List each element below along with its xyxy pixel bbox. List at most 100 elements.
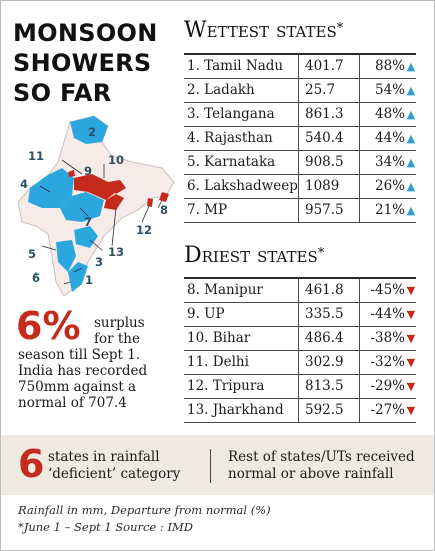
state-name: 11. Delhi bbox=[187, 354, 249, 370]
column-divider bbox=[298, 103, 299, 126]
deficient-count: 6 bbox=[18, 442, 45, 486]
map-label-7: 7 bbox=[84, 215, 92, 229]
column-divider bbox=[298, 175, 299, 198]
region-manipur bbox=[159, 192, 169, 202]
surplus-line: surplus bbox=[94, 315, 145, 331]
rainfall-value: 401.7 bbox=[305, 58, 344, 74]
state-name: 13. Jharkhand bbox=[187, 402, 284, 418]
region-delhi bbox=[68, 170, 75, 177]
departure-value: 26% bbox=[374, 178, 405, 194]
column-divider bbox=[298, 375, 299, 398]
region-karnataka bbox=[56, 240, 76, 272]
leader-line bbox=[63, 281, 71, 285]
table-row: 3. Telangana 861.3 48% ▲ bbox=[184, 103, 416, 127]
headline-line: SO FAR bbox=[13, 79, 112, 107]
rainfall-value: 813.5 bbox=[305, 378, 344, 394]
rainfall-value: 461.8 bbox=[305, 282, 344, 298]
column-divider bbox=[359, 351, 360, 374]
map-label-5: 5 bbox=[28, 247, 36, 261]
leader-line bbox=[89, 239, 103, 251]
arrow-up-icon: ▲ bbox=[406, 204, 416, 217]
rainfall-value: 1089 bbox=[305, 178, 340, 194]
surplus-line: 750mm against a bbox=[18, 379, 137, 395]
column-divider bbox=[298, 79, 299, 102]
wettest-title-text: Wettest states bbox=[184, 18, 337, 43]
region-telangana bbox=[74, 226, 98, 248]
column-divider bbox=[359, 279, 360, 302]
column-divider bbox=[298, 399, 299, 422]
region-jharkhand bbox=[104, 194, 124, 210]
arrow-up-icon: ▲ bbox=[406, 180, 416, 193]
deficient-description: states in rainfall ‘deficient’ category bbox=[48, 449, 181, 482]
map-label-11: 11 bbox=[28, 149, 44, 163]
leader-line bbox=[157, 199, 163, 209]
column-divider bbox=[359, 103, 360, 126]
rainfall-value: 302.9 bbox=[305, 354, 344, 370]
column-divider bbox=[298, 127, 299, 150]
column-divider bbox=[359, 175, 360, 198]
map-label-2: 2 bbox=[88, 125, 96, 139]
state-name: 3. Telangana bbox=[187, 106, 275, 122]
region-lakshadweep bbox=[34, 272, 38, 276]
region-tripura bbox=[147, 198, 153, 207]
rainfall-value: 486.4 bbox=[305, 330, 344, 346]
region-tamil-nadu bbox=[68, 262, 88, 292]
state-name: 5. Karnataka bbox=[187, 154, 276, 170]
rainfall-value: 908.5 bbox=[305, 154, 344, 170]
driest-title-marker: * bbox=[317, 246, 325, 261]
surplus-figure: 6% bbox=[16, 304, 81, 348]
rainfall-value: 540.4 bbox=[305, 130, 344, 146]
headline-line: MONSOON bbox=[13, 19, 158, 47]
surplus-description: surplus for the season till Sept 1. Indi… bbox=[18, 315, 180, 411]
column-divider bbox=[359, 303, 360, 326]
table-row: 12. Tripura 813.5 -29% ▼ bbox=[184, 375, 416, 399]
state-name: 7. MP bbox=[187, 202, 228, 218]
rainfall-value: 592.5 bbox=[305, 402, 344, 418]
map-label-3: 3 bbox=[95, 255, 103, 269]
state-name: 12. Tripura bbox=[187, 378, 265, 394]
state-name: 2. Ladakh bbox=[187, 82, 255, 98]
footnotes: Rainfall in mm, Departure from normal (%… bbox=[18, 502, 418, 536]
map-label-6: 6 bbox=[32, 271, 40, 285]
surplus-line: season till Sept 1. bbox=[18, 347, 141, 363]
column-divider bbox=[298, 303, 299, 326]
leader-line bbox=[111, 207, 117, 247]
table-row: 11. Delhi 302.9 -32% ▼ bbox=[184, 351, 416, 375]
arrow-up-icon: ▲ bbox=[406, 60, 416, 73]
column-divider bbox=[359, 127, 360, 150]
driest-title-text: Driest states bbox=[184, 243, 318, 268]
leader-line bbox=[79, 207, 89, 217]
table-row: 6. Lakshadweep 1089 26% ▲ bbox=[184, 175, 416, 199]
footnote-units: Rainfall in mm, Departure from normal (%… bbox=[18, 503, 271, 517]
table-row: 5. Karnataka 908.5 34% ▲ bbox=[184, 151, 416, 175]
column-divider bbox=[298, 351, 299, 374]
region-mp bbox=[60, 192, 104, 222]
state-name: 8. Manipur bbox=[187, 282, 263, 298]
column-divider bbox=[298, 327, 299, 350]
map-label-8: 8 bbox=[160, 203, 168, 217]
wettest-title: Wettest states* bbox=[184, 18, 424, 44]
arrow-down-icon: ▼ bbox=[406, 308, 416, 321]
map-label-4: 4 bbox=[20, 177, 28, 191]
state-name: 4. Rajasthan bbox=[187, 130, 273, 146]
table-row: 4. Rajasthan 540.4 44% ▲ bbox=[184, 127, 416, 151]
rest-description: Rest of states/UTs received normal or ab… bbox=[228, 449, 415, 482]
india-rainfall-map: 1 2 3 4 5 6 7 8 9 10 11 12 13 bbox=[17, 115, 175, 297]
leader-line bbox=[73, 267, 83, 273]
driest-title: Driest states* bbox=[184, 243, 424, 269]
map-label-12: 12 bbox=[136, 223, 152, 237]
rainfall-value: 25.7 bbox=[305, 82, 336, 98]
departure-value: 21% bbox=[374, 202, 405, 218]
arrow-down-icon: ▼ bbox=[406, 332, 416, 345]
table-row: 13. Jharkhand 592.5 -27% ▼ bbox=[184, 399, 416, 423]
arrow-up-icon: ▲ bbox=[406, 108, 416, 121]
rainfall-value: 957.5 bbox=[305, 202, 344, 218]
region-bihar bbox=[108, 180, 126, 194]
arrow-up-icon: ▲ bbox=[406, 156, 416, 169]
column-divider bbox=[359, 199, 360, 222]
map-label-13: 13 bbox=[108, 245, 124, 259]
arrow-down-icon: ▼ bbox=[406, 356, 416, 369]
column-divider bbox=[359, 79, 360, 102]
departure-value: 44% bbox=[374, 130, 405, 146]
headline: MONSOON SHOWERS SO FAR bbox=[13, 18, 178, 108]
